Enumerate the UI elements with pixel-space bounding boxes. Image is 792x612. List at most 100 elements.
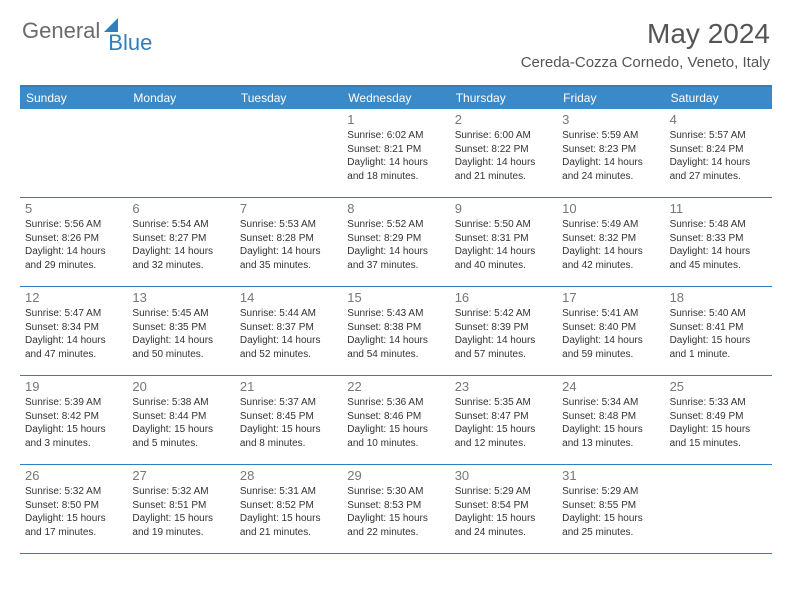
day-info-line: Daylight: 14 hours [240, 245, 337, 259]
day-info-line: Sunrise: 5:32 AM [132, 485, 229, 499]
weeks-container: 1Sunrise: 6:02 AMSunset: 8:21 PMDaylight… [20, 109, 772, 554]
day-cell: 18Sunrise: 5:40 AMSunset: 8:41 PMDayligh… [665, 287, 772, 375]
day-number: 15 [347, 290, 444, 305]
day-info-line: Sunset: 8:51 PM [132, 499, 229, 513]
day-info-line: Sunset: 8:22 PM [455, 143, 552, 157]
day-info-line: Sunset: 8:40 PM [562, 321, 659, 335]
day-info-line: and 29 minutes. [25, 259, 122, 273]
day-info-line: Daylight: 14 hours [347, 156, 444, 170]
day-cell: 12Sunrise: 5:47 AMSunset: 8:34 PMDayligh… [20, 287, 127, 375]
weekday-header-row: Sunday Monday Tuesday Wednesday Thursday… [20, 87, 772, 109]
day-cell [235, 109, 342, 197]
day-info-line: and 37 minutes. [347, 259, 444, 273]
day-cell: 28Sunrise: 5:31 AMSunset: 8:52 PMDayligh… [235, 465, 342, 553]
day-cell: 1Sunrise: 6:02 AMSunset: 8:21 PMDaylight… [342, 109, 449, 197]
day-info-line: Sunrise: 5:43 AM [347, 307, 444, 321]
day-number: 26 [25, 468, 122, 483]
day-number: 5 [25, 201, 122, 216]
day-info-line: and 54 minutes. [347, 348, 444, 362]
day-info-line: Daylight: 15 hours [670, 334, 767, 348]
day-info-line: Daylight: 14 hours [347, 245, 444, 259]
day-info-line: Sunrise: 5:45 AM [132, 307, 229, 321]
day-info-line: Sunset: 8:41 PM [670, 321, 767, 335]
weekday-friday: Friday [557, 87, 664, 109]
day-cell: 15Sunrise: 5:43 AMSunset: 8:38 PMDayligh… [342, 287, 449, 375]
day-info-line: Sunrise: 5:35 AM [455, 396, 552, 410]
day-info-line: and 12 minutes. [455, 437, 552, 451]
day-cell [665, 465, 772, 553]
day-info-line: and 47 minutes. [25, 348, 122, 362]
day-info-line: Sunrise: 5:52 AM [347, 218, 444, 232]
day-info-line: and 59 minutes. [562, 348, 659, 362]
day-number: 8 [347, 201, 444, 216]
day-cell: 4Sunrise: 5:57 AMSunset: 8:24 PMDaylight… [665, 109, 772, 197]
day-info-line: Sunrise: 5:38 AM [132, 396, 229, 410]
day-info-line: Sunset: 8:33 PM [670, 232, 767, 246]
week-row: 12Sunrise: 5:47 AMSunset: 8:34 PMDayligh… [20, 287, 772, 376]
day-cell [20, 109, 127, 197]
day-cell [127, 109, 234, 197]
day-number: 6 [132, 201, 229, 216]
day-cell: 5Sunrise: 5:56 AMSunset: 8:26 PMDaylight… [20, 198, 127, 286]
day-cell: 13Sunrise: 5:45 AMSunset: 8:35 PMDayligh… [127, 287, 234, 375]
day-info-line: and 5 minutes. [132, 437, 229, 451]
day-cell: 7Sunrise: 5:53 AMSunset: 8:28 PMDaylight… [235, 198, 342, 286]
day-info-line: Sunrise: 5:50 AM [455, 218, 552, 232]
day-info-line: Daylight: 15 hours [132, 423, 229, 437]
day-info-line: Sunset: 8:53 PM [347, 499, 444, 513]
day-cell: 22Sunrise: 5:36 AMSunset: 8:46 PMDayligh… [342, 376, 449, 464]
day-info-line: Sunrise: 5:54 AM [132, 218, 229, 232]
day-info-line: Sunrise: 5:29 AM [455, 485, 552, 499]
day-info-line: and 45 minutes. [670, 259, 767, 273]
weekday-monday: Monday [127, 87, 234, 109]
week-row: 1Sunrise: 6:02 AMSunset: 8:21 PMDaylight… [20, 109, 772, 198]
day-info-line: Sunset: 8:27 PM [132, 232, 229, 246]
logo: General Blue [22, 18, 152, 44]
day-info-line: Daylight: 14 hours [455, 245, 552, 259]
day-info-line: Daylight: 14 hours [132, 334, 229, 348]
day-number: 24 [562, 379, 659, 394]
day-info-line: and 40 minutes. [455, 259, 552, 273]
day-cell: 9 Sunrise: 5:50 AMSunset: 8:31 PMDaylight… [450, 198, 557, 286]
day-info-line: and 18 minutes. [347, 170, 444, 184]
day-cell: 20Sunrise: 5:38 AMSunset: 8:44 PMDayligh… [127, 376, 234, 464]
day-number: 27 [132, 468, 229, 483]
day-info-line: Sunset: 8:47 PM [455, 410, 552, 424]
day-info-line: Sunrise: 5:59 AM [562, 129, 659, 143]
day-info-line: and 13 minutes. [562, 437, 659, 451]
day-cell: 30Sunrise: 5:29 AMSunset: 8:54 PMDayligh… [450, 465, 557, 553]
day-info-line: and 15 minutes. [670, 437, 767, 451]
title-block: May 2024 Cereda-Cozza Cornedo, Veneto, I… [521, 18, 770, 71]
day-info-line: Sunrise: 5:57 AM [670, 129, 767, 143]
day-info-line: and 21 minutes. [240, 526, 337, 540]
day-info-line: Sunset: 8:45 PM [240, 410, 337, 424]
logo-text-blue: Blue [108, 30, 152, 56]
day-info-line: Sunrise: 5:42 AM [455, 307, 552, 321]
day-info-line: Sunrise: 5:56 AM [25, 218, 122, 232]
day-number: 7 [240, 201, 337, 216]
day-number: 23 [455, 379, 552, 394]
day-info-line: Daylight: 14 hours [670, 156, 767, 170]
day-cell: 31Sunrise: 5:29 AMSunset: 8:55 PMDayligh… [557, 465, 664, 553]
logo-text-general: General [22, 18, 100, 44]
day-info-line: Daylight: 15 hours [347, 512, 444, 526]
day-number: 9 [455, 201, 552, 216]
day-info-line: Sunrise: 5:29 AM [562, 485, 659, 499]
day-info-line: and 27 minutes. [670, 170, 767, 184]
day-info-line: Sunrise: 5:48 AM [670, 218, 767, 232]
day-cell: 26Sunrise: 5:32 AMSunset: 8:50 PMDayligh… [20, 465, 127, 553]
day-info-line: Sunset: 8:31 PM [455, 232, 552, 246]
day-info-line: and 32 minutes. [132, 259, 229, 273]
day-info-line: and 8 minutes. [240, 437, 337, 451]
day-info-line: Sunrise: 6:00 AM [455, 129, 552, 143]
day-info-line: Sunrise: 5:53 AM [240, 218, 337, 232]
day-info-line: Sunset: 8:29 PM [347, 232, 444, 246]
weekday-wednesday: Wednesday [342, 87, 449, 109]
day-info-line: Daylight: 15 hours [25, 512, 122, 526]
day-info-line: Sunrise: 5:30 AM [347, 485, 444, 499]
day-number: 17 [562, 290, 659, 305]
day-cell: 29Sunrise: 5:30 AMSunset: 8:53 PMDayligh… [342, 465, 449, 553]
day-number: 12 [25, 290, 122, 305]
day-info-line: Sunrise: 5:41 AM [562, 307, 659, 321]
day-info-line: and 3 minutes. [25, 437, 122, 451]
